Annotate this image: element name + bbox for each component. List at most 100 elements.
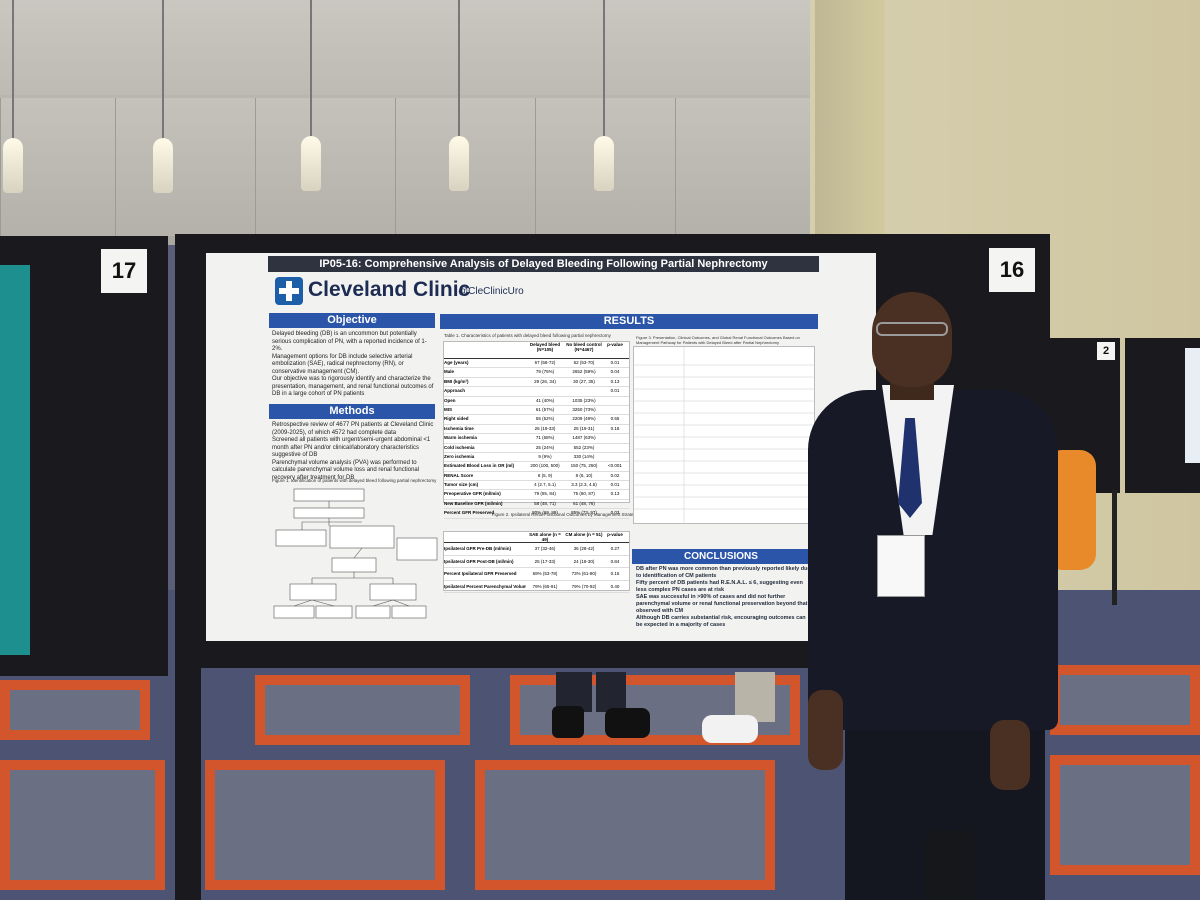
table-cell: 0.13 (610, 378, 620, 384)
table-cell: Age (years) (444, 360, 469, 365)
table-cell: 41 (40%) (535, 397, 555, 403)
poster-title: IP05-16: Comprehensive Analysis of Delay… (268, 256, 819, 272)
table-cell: 0.27 (610, 546, 620, 551)
presenter-glasses (876, 322, 948, 336)
table-cell: 61 (48, 76) (573, 500, 595, 506)
table-cell: 80% (69, 89) (532, 510, 558, 516)
lamp-cord (162, 0, 164, 140)
presenter-head (872, 292, 952, 387)
flow-box (331, 557, 377, 573)
table-cell: 37 (32-46) (534, 546, 556, 551)
table-cell: 79 (55, 84) (534, 491, 556, 497)
table-cell: 79 (75%) (535, 369, 555, 375)
board-leg (175, 660, 201, 900)
table2-caption: Figure 2. Ipsilateral Renal Functional O… (491, 512, 639, 517)
table-row: Percent GFR Preserved 80% (69, 89) 85% (73… (444, 509, 629, 519)
person-leg (556, 672, 592, 712)
table-cell: 9 (9%) (538, 453, 552, 459)
table-header-cell: p-value (607, 342, 623, 347)
objective-bullet: Management options for DB include select… (272, 353, 413, 375)
table-row: Right sided 55 (52%) 2209 (49%) 0.55 (444, 415, 629, 425)
shoe (552, 706, 584, 738)
pendant-lamp (449, 136, 469, 191)
table-cell: 0.01 (610, 482, 620, 488)
table-cell (526, 387, 564, 395)
carpet-tile (1050, 665, 1200, 735)
table3-caption: Figure 3. Presentation, Clinical Outcome… (636, 335, 800, 345)
table-cell: 25 (17-33) (534, 558, 556, 564)
carpet-tile (1050, 755, 1200, 875)
table-cell: 0.02 (610, 472, 620, 478)
methods-bullet: Retrospective review of 4677 PN patients… (272, 422, 434, 436)
table-cell: 8 (6, 10) (575, 472, 593, 478)
conclusion-bullet: Fifty percent of DB patients had R.E.N.A… (636, 580, 803, 593)
flow-box (329, 525, 395, 549)
board-number-17: 17 (101, 249, 147, 293)
table-cell: 69% (53-78) (532, 571, 558, 576)
wall-panel (115, 98, 256, 236)
table-cell: Preoperative GFR (ml/min) (444, 491, 501, 497)
conclusion-bullet: SAE was successful in >90% of cases and … (636, 594, 808, 614)
table-row: BMI (kg/m²) 29 (26, 34) 30 (27, 35) 0.13 (444, 378, 629, 388)
table-row: Open 41 (40%) 1035 (23%) (444, 397, 629, 406)
carpet-tile (0, 680, 150, 740)
table-cell (604, 406, 626, 414)
table-header-cell: CM alone (n = 51) (565, 532, 603, 537)
table-header-cell (444, 342, 526, 358)
person-leg (735, 672, 775, 722)
table-header-cell: p-value (607, 532, 623, 537)
table-cell: 58 (48, 71) (534, 500, 556, 506)
table-row: Cold ischemia 25 (24%) 552 (23%) (444, 444, 629, 453)
table-cell: Cold ischemia (444, 444, 475, 450)
table-header-row: SAE alone (n = 49) CM alone (n = 51) p-v… (444, 532, 629, 543)
table-cell: 1035 (23%) (572, 397, 596, 403)
methods-heading: Methods (269, 404, 435, 419)
table-cell: 8 (5, 9) (537, 472, 553, 478)
lamp-cord (603, 0, 605, 138)
table-row: Zero ischemia 9 (9%) 330 (14%) (444, 453, 629, 463)
table-cell: 79% (65-91) (532, 583, 558, 589)
table-cell: 36 (28-42) (573, 546, 595, 551)
table-cell: Tumor size (cm) (444, 482, 479, 488)
adjacent-poster (0, 265, 30, 655)
table-cell (564, 387, 604, 395)
table-cell: 79% (70-92) (571, 583, 597, 589)
table-header-cell: No bleed control (N=4467) (566, 342, 602, 352)
table-row: Estimated Blood Loss in OR (ml) 200 (100,… (444, 462, 629, 472)
flow-box (289, 583, 337, 601)
wall-panel (255, 98, 396, 236)
table-row: New Baseline GFR (ml/min) 58 (48, 71) 61 (… (444, 500, 629, 510)
rolling-bag (925, 830, 975, 900)
table-row: Preoperative GFR (ml/min) 79 (55, 84) 75 (… (444, 490, 629, 500)
results-heading: RESULTS (440, 314, 818, 329)
pendant-lamp (594, 136, 614, 191)
table-cell: Percent GFR Preserved (444, 510, 495, 516)
table-cell: 24 (18-30) (573, 558, 595, 564)
table-cell: BMI (kg/m²) (444, 378, 469, 384)
objective-bullet: Delayed bleeding (DB) is an uncommon but… (272, 331, 427, 352)
figure1-caption: Figure 1. Identification of patients wit… (272, 478, 437, 483)
table-row: Ipsilateral Percent Parenchymal Volume P… (444, 581, 629, 593)
board-stand (1112, 490, 1117, 605)
table1-caption: Table 1. Characteristics of patients wit… (444, 333, 611, 338)
table-row: Warm ischemia 71 (68%) 1487 (63%) (444, 434, 629, 444)
table-cell: Male (444, 369, 455, 375)
methods-bullet: Parenchymal volume analysis (PVA) was pe… (272, 459, 420, 481)
table-row: Approach 0.01 (444, 387, 629, 397)
table-cell: Percent Ipsilateral GFR Preserved (444, 571, 517, 576)
lamp-cord (310, 0, 312, 138)
table-row: Ipsilateral GFR Pre-DB (ml/min) 37 (32-46… (444, 543, 629, 556)
table-cell: 0.01 (610, 388, 620, 394)
conclusion-bullet: DB after PN was more common than previou… (636, 566, 811, 579)
flow-box (369, 583, 417, 601)
table-cell: 4 (2.7, 5.1) (534, 482, 556, 488)
table-cell: 0.03 (610, 510, 620, 516)
table-1: Delayed bleed (N=105) No bleed control (… (443, 341, 630, 519)
carpet-tile (0, 760, 165, 890)
table-cell: 150 (75, 250) (570, 463, 598, 469)
table-cell (604, 500, 626, 508)
board-number-2: 2 (1097, 342, 1115, 360)
table-cell: <0.001 (608, 463, 622, 469)
table-cell: 3250 (73%) (572, 406, 596, 412)
table-row: Ischemia time 26 (19-33) 25 (19-31) 0.18 (444, 425, 629, 435)
